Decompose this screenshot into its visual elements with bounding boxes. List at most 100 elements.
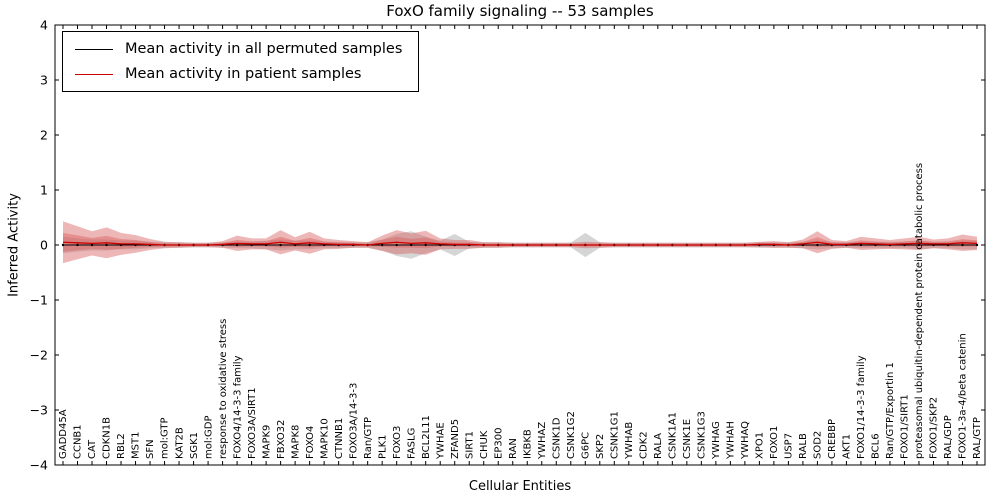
x-tick-label: CTNNB1 (334, 418, 345, 459)
mean-dot (859, 243, 863, 247)
y-tick-label: 3 (40, 72, 48, 87)
x-tick-label: CSNK1E (682, 419, 693, 459)
x-tick-label: SKP2 (595, 434, 606, 459)
y-tick-label: 2 (40, 127, 48, 142)
x-tick-label: BCL6 (871, 433, 882, 459)
x-tick-label: MAPK9 (261, 425, 272, 459)
x-tick-label: FASLG (406, 428, 417, 459)
x-tick-label: CDK2 (639, 431, 650, 459)
legend-label-permuted: Mean activity in all permuted samples (125, 41, 403, 57)
x-tick-label: XPO1 (755, 432, 766, 459)
mean-dot (409, 243, 413, 247)
legend-label-patient: Mean activity in patient samples (125, 66, 362, 82)
x-tick-label: AKT1 (842, 434, 853, 459)
y-tick-label: −3 (30, 402, 48, 417)
x-tick-label: FOXO1/14-3-3 family (856, 355, 867, 459)
x-tick-label: CCNB1 (73, 424, 84, 459)
x-tick-label: CREBBP (827, 419, 838, 459)
x-tick-label: FOXO4 (305, 426, 316, 459)
x-tick-label: KAT2B (174, 427, 185, 459)
y-tick-label: −4 (30, 457, 48, 472)
x-tick-label: FOXO1/SIRT1 (900, 394, 911, 459)
black-line-icon (75, 48, 113, 50)
x-tick-label: RAN (508, 438, 519, 459)
x-tick-label: Ran/GTP/Exportin 1 (885, 362, 896, 459)
x-tick-label: USP7 (784, 433, 795, 459)
y-tick-label: 4 (40, 17, 48, 32)
x-tick-label: YWHAQ (740, 421, 751, 460)
y-tick-label: −1 (30, 292, 48, 307)
mean-dot (380, 243, 384, 247)
x-tick-label: response to oxidative stress (218, 319, 229, 459)
x-tick-label: CSNK1G2 (566, 411, 577, 459)
x-tick-label: FOXO1-3a-4/beta catenin (958, 333, 969, 459)
x-tick-label: EP300 (493, 428, 504, 459)
x-tick-label: SOD2 (813, 431, 824, 459)
x-tick-label: SGK1 (189, 432, 200, 459)
x-tick-label: FOXO3A/14-3-3 (348, 383, 359, 459)
x-tick-label: ZFAND5 (450, 419, 461, 459)
x-axis-label: Cellular Entities (468, 479, 572, 494)
x-tick-label: YWHAZ (537, 422, 548, 460)
y-axis-label: Inferred Activity (6, 193, 22, 297)
x-tick-label: CHUK (479, 430, 490, 459)
x-tick-label: FOXO3A/SIRT1 (247, 387, 258, 459)
mean-dot (975, 243, 979, 247)
mean-dot (105, 243, 108, 247)
x-tick-label: YWHAH (726, 421, 737, 460)
band (63, 232, 977, 252)
x-tick-label: RBL2 (116, 433, 127, 459)
x-tick-label: BCL2L11 (421, 415, 432, 459)
x-tick-label: RALA (653, 433, 664, 459)
mean-dot (424, 243, 427, 247)
x-tick-label: MAPK10 (319, 418, 330, 459)
mean-dot (917, 243, 921, 247)
y-tick-label: 1 (40, 182, 48, 197)
x-tick-label: G6PC (580, 432, 591, 459)
x-tick-label: FBXO32 (276, 420, 287, 459)
x-tick-label: CSNK1D (551, 417, 562, 459)
chart-title: FoxO family signaling -- 53 samples (386, 2, 654, 20)
x-tick-label: MST1 (131, 432, 142, 459)
x-tick-label: RALB (798, 433, 809, 459)
mean-dot (395, 243, 398, 247)
x-tick-label: FOXO1/SKP2 (929, 397, 940, 459)
band (63, 221, 977, 264)
x-tick-label: SFN (145, 439, 156, 459)
legend-item-patient: Mean activity in patient samples (75, 66, 402, 82)
x-tick-label: mol:GDP (203, 416, 214, 460)
x-tick-label: YWHAE (435, 422, 446, 460)
mean-dot (961, 243, 964, 247)
x-tick-label: PLK1 (377, 434, 388, 459)
x-tick-label: CSNK1A1 (668, 412, 679, 459)
red-line-icon (75, 73, 113, 75)
x-tick-label: FOXO3 (392, 426, 403, 459)
x-tick-label: CSNK1G3 (697, 411, 708, 459)
legend-item-permuted: Mean activity in all permuted samples (75, 41, 402, 57)
x-tick-label: RAL/GTP (972, 417, 983, 459)
x-tick-label: Ran/GTP (363, 417, 374, 459)
x-tick-label: CSNK1G1 (610, 411, 621, 459)
mean-dot (61, 243, 65, 247)
mean-line (62, 241, 978, 246)
x-tick-label: MAPK8 (290, 425, 301, 459)
y-tick-label: −2 (30, 347, 48, 362)
mean-dot (279, 243, 282, 247)
x-tick-label: FOXO1 (769, 426, 780, 459)
mean-dot (235, 243, 239, 247)
x-tick-label: CAT (87, 439, 98, 459)
mean-dot (308, 243, 311, 247)
x-tick-label: YWHAG (711, 421, 722, 460)
x-tick-label: CDKN1B (102, 417, 113, 459)
x-tick-label: IKBKB (522, 429, 533, 459)
y-tick-label: 0 (40, 237, 48, 252)
x-tick-label: proteasomal ubiquitin-dependent protein … (914, 163, 925, 459)
x-tick-label: YWHAB (624, 422, 635, 460)
chart-legend: Mean activity in all permuted samples Me… (62, 31, 420, 92)
x-tick-label: SIRT1 (464, 431, 475, 459)
x-tick-label: mol:GTP (160, 417, 171, 459)
mean-dot (816, 243, 819, 247)
mean-dot (90, 243, 94, 247)
